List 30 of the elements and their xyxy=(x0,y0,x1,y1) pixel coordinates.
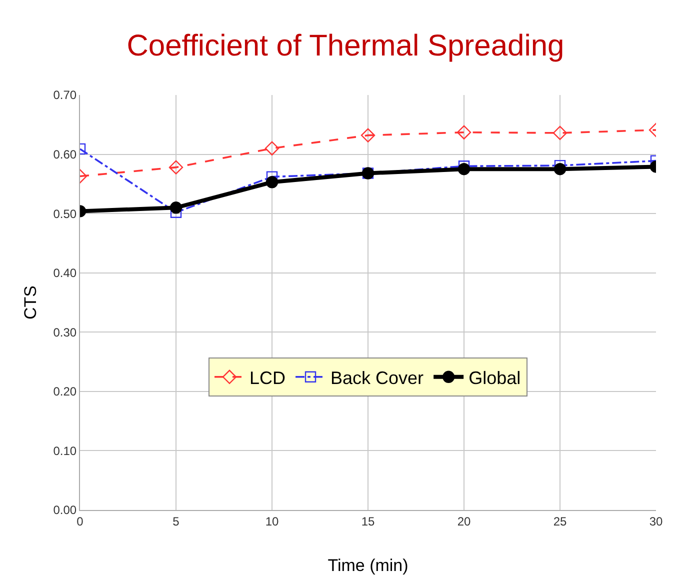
y-tick-label: 0.50 xyxy=(53,206,77,221)
point xyxy=(360,128,376,142)
point xyxy=(170,202,182,214)
point xyxy=(168,160,184,174)
legend-label: LCD xyxy=(250,368,286,388)
y-tick-label: 0.70 xyxy=(53,88,77,102)
x-tick-label: 25 xyxy=(553,514,567,528)
legend-label: Global xyxy=(468,368,521,388)
point xyxy=(552,126,568,140)
point xyxy=(554,163,566,176)
point xyxy=(266,176,278,188)
y-tick-label: 0.40 xyxy=(53,266,77,280)
y-tick-label: 0.30 xyxy=(53,325,77,340)
chart-title: Coefficient of Thermal Spreading xyxy=(126,30,564,62)
x-tick-label: 20 xyxy=(457,514,471,528)
y-axis-title: CTS xyxy=(21,286,40,320)
y-tick-label: 0.60 xyxy=(53,147,77,162)
x-tick-label: 15 xyxy=(361,514,375,528)
x-tick-label: 5 xyxy=(172,514,180,528)
x-tick-label: 30 xyxy=(649,514,663,528)
x-axis-title: Time (min) xyxy=(328,556,408,575)
point xyxy=(458,163,470,176)
point xyxy=(456,125,472,140)
point xyxy=(264,141,280,156)
y-tick-label: 0.20 xyxy=(53,384,77,399)
y-tick-label: 0.10 xyxy=(53,444,77,458)
legend-label: Back Cover xyxy=(330,368,424,388)
x-tick-label: 0 xyxy=(76,514,84,528)
x-tick-label: 10 xyxy=(265,514,279,528)
y-tick-label: 0.00 xyxy=(53,503,77,518)
